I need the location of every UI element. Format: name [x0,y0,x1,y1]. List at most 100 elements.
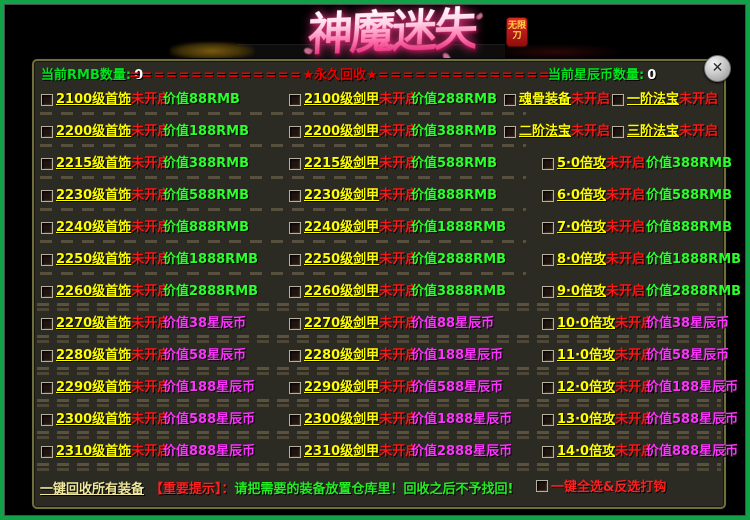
item-name-link[interactable]: 魂骨装备 [519,92,572,107]
item-checkbox[interactable] [41,157,53,170]
item-name-link[interactable]: 2100级剑甲 [304,92,380,107]
item-row: 2260级剑甲 未开启 价值3888RMB [289,283,506,300]
item-name-link[interactable]: 2280级首饰 [56,348,132,363]
item-checkbox[interactable] [289,125,301,138]
item-checkbox[interactable] [289,413,301,426]
item-name-link[interactable]: 2240级剑甲 [304,220,380,235]
item-checkbox[interactable] [41,317,53,330]
item-name-link[interactable]: 2250级首饰 [56,252,132,267]
item-checkbox[interactable] [542,253,554,266]
item-status: 未开启 [131,348,171,363]
item-checkbox[interactable] [542,381,554,394]
item-checkbox[interactable] [289,349,301,362]
item-name-link[interactable]: 2310级首饰 [56,444,132,459]
item-name-link[interactable]: 5·0倍攻 [557,156,607,171]
item-checkbox[interactable] [41,93,53,106]
item-status: 未开启 [379,188,419,203]
select-all-checkbox[interactable] [536,479,548,492]
item-name-link[interactable]: 2250级剑甲 [304,252,380,267]
item-name-link[interactable]: 2270级剑甲 [304,316,380,331]
item-checkbox[interactable] [612,125,624,138]
item-grid: 2100级首饰 未开启 价值88RMB 2100级剑甲 未开启 价值288RMB 魂骨装备未… [34,61,741,507]
item-checkbox[interactable] [41,349,53,362]
item-name-link[interactable]: 2300级剑甲 [304,412,380,427]
item-value: 价值888星辰币 [163,444,256,459]
item-name-link[interactable]: 2215级首饰 [56,156,132,171]
item-name-link[interactable]: 2290级剑甲 [304,380,380,395]
item-status: 未开启 [615,316,655,331]
item-name-link[interactable]: 2300级首饰 [56,412,132,427]
item-name-link[interactable]: 2215级剑甲 [304,156,380,171]
item-checkbox[interactable] [612,93,624,106]
item-name-link[interactable]: 2240级首饰 [56,220,132,235]
item-name-link[interactable]: 2260级剑甲 [304,284,380,299]
item-name-link[interactable]: 7·0倍攻 [557,220,607,235]
item-checkbox[interactable] [289,317,301,330]
item-checkbox[interactable] [542,317,554,330]
item-checkbox[interactable] [41,189,53,202]
recycle-all-link[interactable]: 一键回收所有装备 [40,482,145,497]
item-status: 未开启 [131,252,171,267]
item-checkbox[interactable] [504,125,516,138]
item-name-link[interactable]: 2290级首饰 [56,380,132,395]
item-row: 2215级剑甲 未开启 价值588RMB [289,155,497,172]
item-status: 未开启 [379,156,419,171]
item-name-link[interactable]: 2260级首饰 [56,284,132,299]
item-checkbox[interactable] [289,253,301,266]
permanent-recycle-banner: ==============★永久回收★============== [129,68,550,84]
item-checkbox[interactable] [41,253,53,266]
item-name-link[interactable]: 13·0倍攻 [557,412,616,427]
item-checkbox[interactable] [542,157,554,170]
item-row: 10·0倍攻 未开启 价值38星辰币 [542,315,729,332]
item-checkbox[interactable] [289,285,301,298]
item-checkbox[interactable] [289,381,301,394]
item-name-link[interactable]: 二阶法宝 [519,124,572,139]
item-checkbox[interactable] [542,221,554,234]
item-checkbox[interactable] [542,285,554,298]
item-checkbox[interactable] [41,221,53,234]
item-checkbox[interactable] [289,93,301,106]
item-value: 价值888RMB [163,220,249,235]
item-name-link[interactable]: 10·0倍攻 [557,316,616,331]
item-name-link[interactable]: 8·0倍攻 [557,252,607,267]
item-name-link[interactable]: 2310级剑甲 [304,444,380,459]
item-status: 未开启 [379,252,419,267]
item-name-link[interactable]: 2230级首饰 [56,188,132,203]
item-name-link[interactable]: 2270级首饰 [56,316,132,331]
item-name-link[interactable]: 2100级首饰 [56,92,132,107]
item-checkbox[interactable] [542,445,554,458]
item-checkbox[interactable] [289,189,301,202]
rmb-counter-value: 0 [134,68,144,83]
item-checkbox[interactable] [542,189,554,202]
item-name-link[interactable]: 11·0倍攻 [557,348,616,363]
item-name-link[interactable]: 6·0倍攻 [557,188,607,203]
item-checkbox[interactable] [289,157,301,170]
item-checkbox[interactable] [289,445,301,458]
item-row: 2100级首饰 未开启 价值88RMB [41,91,240,108]
item-name-link[interactable]: 12·0倍攻 [557,380,616,395]
item-checkbox[interactable] [41,381,53,394]
item-checkbox[interactable] [41,413,53,426]
item-name-link[interactable]: 14·0倍攻 [557,444,616,459]
item-row: 二阶法宝 未开启 [504,123,610,140]
item-checkbox[interactable] [41,125,53,138]
item-status: 未开启 [615,444,655,459]
item-checkbox[interactable] [41,445,53,458]
item-checkbox[interactable] [289,221,301,234]
item-status: 未开启 [131,188,171,203]
item-status: 未开启 [131,316,171,331]
item-name-link[interactable]: 2200级首饰 [56,124,132,139]
item-value: 价值88RMB [163,92,240,107]
item-name-link[interactable]: 三阶法宝 [627,124,680,139]
item-name-link[interactable]: 2200级剑甲 [304,124,380,139]
item-name-link[interactable]: 2230级剑甲 [304,188,380,203]
item-name-link[interactable]: 一阶法宝 [627,92,680,107]
item-checkbox[interactable] [542,413,554,426]
close-button[interactable]: ✕ [704,55,731,82]
item-name-link[interactable]: 9·0倍攻 [557,284,607,299]
item-name-link[interactable]: 2280级剑甲 [304,348,380,363]
item-checkbox[interactable] [542,349,554,362]
item-checkbox[interactable] [41,285,53,298]
item-row: 三阶法宝 未开启 [612,123,718,140]
item-checkbox[interactable] [504,93,516,106]
